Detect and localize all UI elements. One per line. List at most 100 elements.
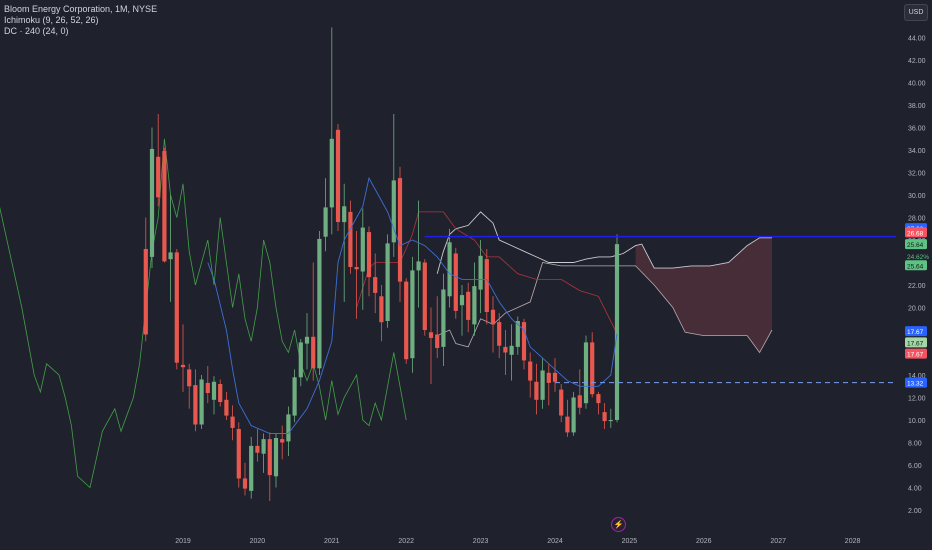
y-tick-label: 40.00 bbox=[908, 81, 926, 88]
candle-body bbox=[447, 242, 452, 297]
candle-body bbox=[366, 232, 372, 278]
candle-body bbox=[546, 372, 551, 383]
candle-body bbox=[323, 207, 328, 237]
candle-body bbox=[608, 420, 613, 422]
y-tick-label: 30.00 bbox=[908, 193, 926, 200]
x-tick-label: 2028 bbox=[845, 538, 861, 545]
y-tick-label: 8.00 bbox=[908, 441, 922, 448]
candle-body bbox=[373, 277, 378, 293]
axis-price-text: 17.67 bbox=[907, 340, 924, 347]
candle-body bbox=[614, 244, 620, 420]
candle-body bbox=[280, 439, 285, 443]
axis-price-tag bbox=[905, 326, 927, 337]
candle-body bbox=[311, 336, 316, 369]
y-tick-label: 38.00 bbox=[908, 103, 926, 110]
candle-body bbox=[472, 286, 477, 325]
candle-body bbox=[490, 309, 496, 325]
candle-body bbox=[348, 211, 353, 267]
candle-body bbox=[193, 385, 198, 425]
candle-body bbox=[143, 249, 148, 335]
candle-body bbox=[168, 252, 173, 260]
candle-body bbox=[441, 289, 446, 347]
candle-body bbox=[180, 364, 186, 368]
candle-body bbox=[317, 238, 322, 369]
y-tick-label: 28.00 bbox=[908, 216, 926, 223]
candle-body bbox=[534, 381, 539, 400]
candle-body bbox=[391, 180, 396, 243]
x-tick-label: 2021 bbox=[324, 538, 340, 545]
symbol-title[interactable]: Bloom Energy Corporation, 1M, NYSE bbox=[4, 4, 158, 14]
lagging-span-line bbox=[0, 138, 407, 489]
candle-body bbox=[187, 369, 192, 387]
y-tick-label: 6.00 bbox=[908, 463, 922, 470]
lightning-event-icon[interactable]: ⚡ bbox=[611, 517, 626, 532]
candle-body bbox=[329, 138, 334, 208]
x-tick-label: 2025 bbox=[622, 538, 638, 545]
leading-span-b-line bbox=[437, 262, 773, 354]
candle-body bbox=[484, 259, 489, 312]
candle-body bbox=[273, 438, 279, 477]
candle-body bbox=[435, 334, 440, 348]
donchian-legend[interactable]: DC · 240 (24, 0) bbox=[4, 26, 69, 36]
y-tick-label: 10.00 bbox=[908, 418, 926, 425]
candle-body bbox=[379, 296, 384, 323]
candle-body bbox=[428, 332, 434, 338]
x-tick-label: 2026 bbox=[696, 538, 712, 545]
axis-price-tag bbox=[905, 348, 927, 359]
ichimoku-cloud bbox=[635, 237, 772, 353]
axis-price-text: 25.64 bbox=[907, 242, 924, 249]
y-tick-label: 44.00 bbox=[908, 36, 926, 43]
axis-price-text: 25.64 bbox=[907, 263, 924, 270]
candle-body bbox=[342, 206, 347, 223]
candle-body bbox=[422, 262, 427, 330]
y-tick-label: 32.00 bbox=[908, 171, 926, 178]
candle-body bbox=[577, 395, 582, 408]
candle-body bbox=[410, 270, 415, 359]
candle-body bbox=[261, 439, 266, 454]
candle-body bbox=[199, 379, 204, 425]
candle-body bbox=[509, 345, 514, 355]
leading-span-a-line bbox=[436, 211, 772, 274]
x-tick-label: 2027 bbox=[770, 538, 786, 545]
x-tick-label: 2023 bbox=[473, 538, 489, 545]
y-tick-label: 4.00 bbox=[908, 486, 922, 493]
chart-legend: Bloom Energy Corporation, 1M, NYSE Ichim… bbox=[4, 4, 157, 37]
axis-price-tag bbox=[905, 337, 927, 348]
candle-body bbox=[298, 342, 303, 378]
y-tick-label: 2.00 bbox=[908, 508, 922, 515]
candle-body bbox=[360, 227, 365, 272]
x-tick-label: 2024 bbox=[547, 538, 563, 545]
candle-body bbox=[540, 370, 545, 400]
y-tick-label: 42.00 bbox=[908, 58, 926, 65]
candle-body bbox=[515, 321, 520, 347]
axis-price-tag bbox=[905, 250, 927, 261]
candle-body bbox=[230, 416, 235, 428]
candle-body bbox=[590, 342, 595, 395]
y-tick-label: 22.00 bbox=[908, 283, 926, 290]
candle-body bbox=[242, 478, 248, 489]
candle-body bbox=[162, 151, 167, 262]
currency-button[interactable]: USD bbox=[904, 4, 928, 21]
candle-body bbox=[149, 148, 155, 257]
axis-price-text: 24.62% bbox=[907, 254, 929, 261]
candle-body bbox=[304, 336, 310, 344]
candle-body bbox=[211, 381, 217, 400]
candle-body bbox=[596, 394, 601, 404]
candle-body bbox=[559, 389, 564, 416]
candle-body bbox=[292, 377, 297, 416]
candle-body bbox=[267, 439, 272, 476]
candle-body bbox=[218, 384, 223, 402]
x-tick-label: 2020 bbox=[250, 538, 266, 545]
candle-body bbox=[385, 243, 390, 321]
candle-body bbox=[354, 267, 359, 270]
candle-body bbox=[571, 397, 576, 433]
ichimoku-legend[interactable]: Ichimoku (9, 26, 52, 26) bbox=[4, 15, 99, 25]
candle-body bbox=[255, 445, 260, 453]
y-tick-label: 14.00 bbox=[908, 373, 926, 380]
axis-price-tag bbox=[905, 377, 927, 388]
candle-body bbox=[236, 429, 241, 479]
candle-body bbox=[466, 291, 471, 320]
candle-body bbox=[497, 322, 502, 346]
candle-body bbox=[335, 129, 341, 222]
